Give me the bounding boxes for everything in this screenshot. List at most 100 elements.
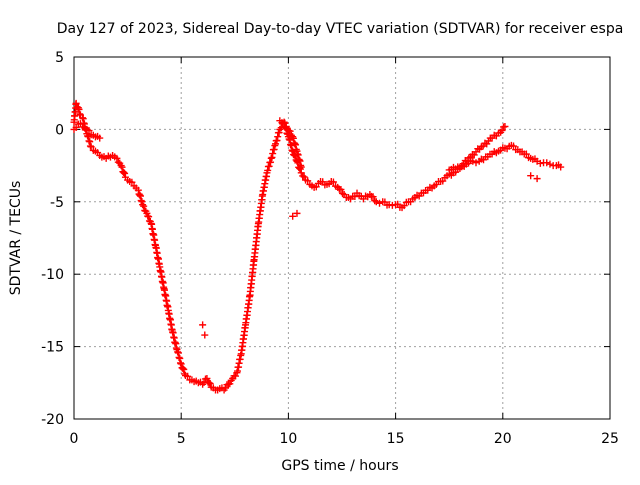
x-tick-label: 5 <box>177 431 186 447</box>
data-point <box>289 134 297 142</box>
data-point <box>300 173 308 181</box>
data-point <box>543 159 551 167</box>
data-point <box>498 126 506 134</box>
data-point <box>201 331 209 339</box>
data-point <box>557 163 565 171</box>
data-point <box>174 348 182 356</box>
data-point <box>203 374 211 382</box>
data-point <box>282 123 290 131</box>
data-point <box>297 163 305 171</box>
data-point <box>87 143 95 151</box>
data-point <box>272 140 280 148</box>
data-point <box>270 145 278 153</box>
y-axis-label: SDTVAR / TECUs <box>8 181 24 296</box>
y-tick-label: 0 <box>55 122 64 138</box>
axis-ticks <box>73 56 611 420</box>
x-axis-label: GPS time / hours <box>281 458 398 474</box>
data-point <box>329 178 337 186</box>
data-point <box>134 186 142 194</box>
data-point <box>128 178 136 186</box>
data-point <box>232 372 240 380</box>
data-point <box>385 201 393 209</box>
data-point <box>472 159 480 167</box>
y-tick-label: -20 <box>41 412 64 428</box>
data-point <box>86 142 94 150</box>
x-tick-label: 15 <box>387 431 405 447</box>
data-point <box>145 213 153 221</box>
y-tick-label: -5 <box>50 195 64 211</box>
data-point <box>288 146 296 154</box>
y-tick-label: -15 <box>41 340 64 356</box>
data-point <box>136 191 144 199</box>
data-point <box>117 162 125 170</box>
data-point <box>267 158 275 166</box>
data-point <box>184 372 192 380</box>
data-point <box>121 169 129 177</box>
data-point <box>174 349 182 357</box>
data-point <box>388 201 396 209</box>
data-point <box>510 142 518 150</box>
y-tick-label: 5 <box>55 50 64 66</box>
data-point <box>292 141 300 149</box>
data-point <box>293 209 301 217</box>
x-tick-label: 10 <box>279 431 297 447</box>
data-point <box>369 193 377 201</box>
data-point <box>226 380 234 388</box>
data-point <box>546 160 554 168</box>
data-point <box>136 192 144 200</box>
data-point <box>86 138 94 146</box>
data-point <box>376 199 384 207</box>
data-point <box>268 153 276 161</box>
chart-title: Day 127 of 2023, Sidereal Day-to-day VTE… <box>57 21 624 37</box>
data-point <box>533 175 541 183</box>
data-point <box>371 197 379 205</box>
data-point <box>299 172 307 180</box>
data-point <box>140 202 148 210</box>
data-point <box>137 197 145 205</box>
data-point <box>176 354 184 362</box>
data-point <box>85 137 93 145</box>
data-point <box>176 359 184 367</box>
data-points <box>70 99 565 394</box>
data-point <box>85 127 93 135</box>
data-point <box>501 123 509 131</box>
data-point <box>289 212 297 220</box>
data-point <box>337 185 345 193</box>
data-point <box>177 360 185 368</box>
data-point <box>222 384 230 392</box>
data-point <box>536 159 544 167</box>
data-point <box>96 134 104 142</box>
data-point <box>339 189 347 197</box>
plot-frame <box>73 56 611 420</box>
data-point <box>175 353 183 361</box>
data-point <box>179 365 187 373</box>
data-point <box>275 129 283 137</box>
x-tick-label: 0 <box>70 431 79 447</box>
data-point <box>206 380 214 388</box>
data-point <box>285 135 293 143</box>
data-point <box>291 140 299 148</box>
data-point <box>84 132 92 140</box>
data-point <box>527 172 535 180</box>
data-point <box>269 150 277 158</box>
data-point <box>205 379 213 387</box>
y-tick-label: -10 <box>41 267 64 283</box>
data-point <box>267 154 275 162</box>
data-point <box>286 127 294 135</box>
data-point <box>118 163 126 171</box>
data-point <box>138 198 146 206</box>
data-point <box>120 169 128 177</box>
data-point <box>265 162 273 170</box>
data-point <box>76 110 84 118</box>
data-point <box>274 133 282 141</box>
data-point <box>72 99 80 107</box>
data-point <box>372 198 380 206</box>
data-point <box>113 154 121 162</box>
y-tick-labels: 5 0 -5 -10 -15 -20 <box>41 50 64 428</box>
data-point <box>180 365 188 373</box>
x-tick-label: 20 <box>494 431 512 447</box>
data-point <box>273 137 281 145</box>
